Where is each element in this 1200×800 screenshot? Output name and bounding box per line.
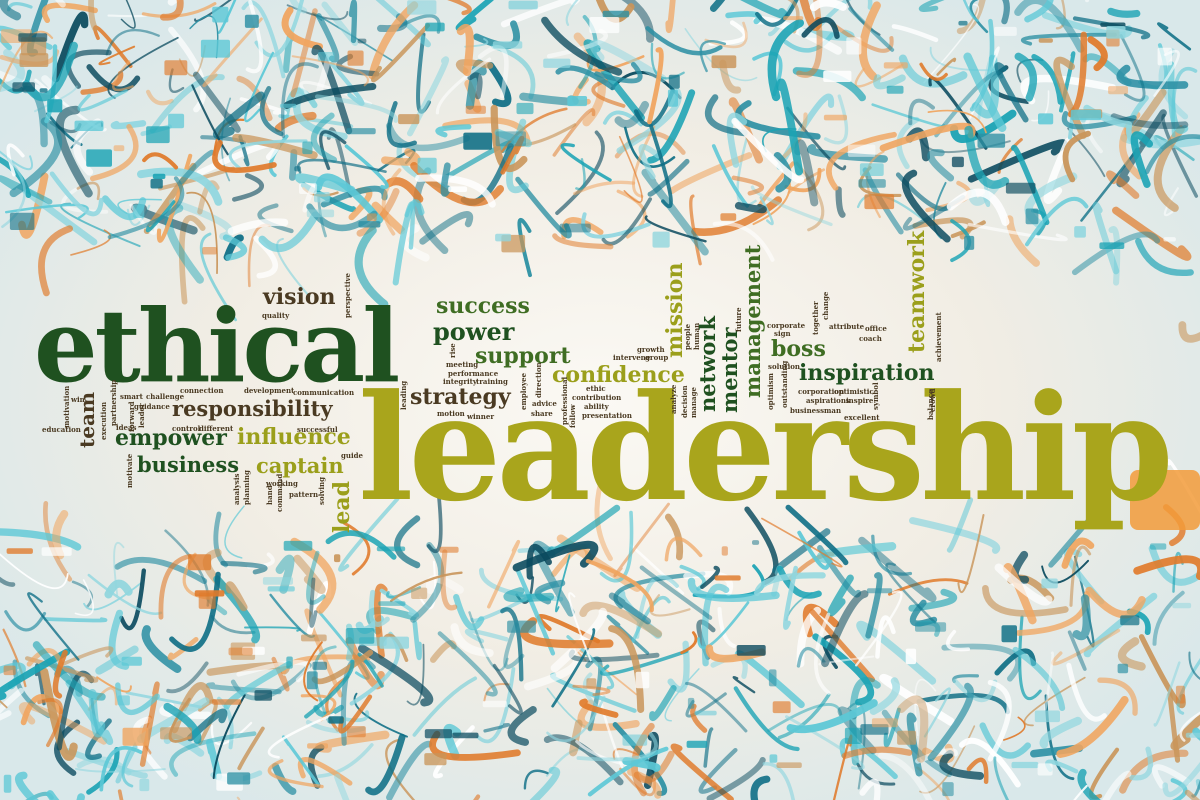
- word-guidance: guidance: [134, 402, 170, 411]
- word-forward: forward: [127, 401, 136, 432]
- word-coach: coach: [859, 334, 882, 343]
- word-together: together: [811, 301, 820, 335]
- word-win: win: [71, 395, 85, 404]
- word-rise: rise: [448, 343, 457, 358]
- word-empower: empower: [115, 425, 227, 451]
- word-achievement: achievement: [934, 312, 943, 362]
- word-presentation: presentation: [582, 411, 632, 420]
- word-business: business: [137, 452, 240, 477]
- word-optimistic: optimistic: [834, 387, 874, 396]
- word-planning: planning: [242, 470, 251, 505]
- word-future: future: [734, 307, 743, 332]
- word-inspiration: inspiration: [799, 360, 935, 386]
- word-ability: ability: [584, 402, 609, 411]
- word-corporate: corporate: [767, 321, 806, 330]
- word-leading: leading: [399, 380, 408, 410]
- word-partnership: partnership: [109, 379, 118, 426]
- word-strategy: strategy: [410, 384, 511, 410]
- word-execution: execution: [99, 401, 108, 440]
- word-boss: teamwork: [904, 230, 930, 353]
- word-perspective: perspective: [343, 272, 352, 318]
- word-hand: hand: [265, 485, 274, 505]
- word-contribution: contribution: [572, 393, 622, 402]
- word-decision: decision: [680, 385, 689, 418]
- word-intervene: intervene: [613, 353, 651, 362]
- word-success: success: [436, 293, 530, 319]
- word-ideas: ideas: [116, 423, 137, 432]
- word-integrity: integrity: [443, 377, 477, 386]
- word-different: different: [199, 424, 234, 433]
- word-connection: connection: [180, 386, 224, 395]
- word-sign: sign: [774, 329, 791, 338]
- word-advice: advice: [532, 399, 557, 408]
- word-solution: solution: [768, 362, 801, 371]
- word-people: people: [683, 323, 692, 350]
- word-crowd: crowd: [928, 388, 937, 412]
- word-corporation: corporation: [798, 387, 845, 396]
- word-outstanding: outstanding: [780, 360, 789, 408]
- word-direction: direction: [534, 362, 543, 398]
- word-smart: smart: [120, 392, 143, 401]
- word-successful: successful: [297, 425, 338, 434]
- word-lead: lead: [329, 481, 355, 533]
- word-pattern: pattern: [289, 490, 319, 499]
- word-professional: professional: [560, 376, 569, 425]
- word-motion: motion: [437, 409, 465, 418]
- word-guide: guide: [341, 451, 363, 460]
- word-development: development: [244, 386, 295, 395]
- word-performance: performance: [448, 369, 499, 378]
- word-confidence: confidence: [552, 362, 685, 388]
- word-quality: quality: [262, 311, 290, 320]
- word-human: human: [692, 322, 701, 350]
- word-inspire: inspire: [846, 396, 874, 405]
- word-symbol: symbol: [871, 382, 880, 410]
- word-management: management: [740, 244, 765, 398]
- word-teamwork: boss: [771, 336, 826, 362]
- word-follow: follow: [568, 404, 577, 428]
- word-winner: winner: [467, 412, 495, 421]
- word-leader: leader: [137, 403, 146, 428]
- word-challenge: challenge: [146, 392, 185, 401]
- word-communication: communication: [293, 388, 355, 397]
- word-growth: growth: [637, 345, 665, 354]
- word-captain: captain: [256, 453, 344, 478]
- word-control: control: [172, 424, 201, 433]
- word-vision: vision: [263, 284, 336, 310]
- word-command: command: [275, 473, 284, 512]
- headline-word-leadership: leadership: [358, 363, 1174, 534]
- word-motivation: motivation: [62, 385, 71, 428]
- word-excellent: excellent: [844, 413, 880, 422]
- word-employee: employee: [519, 372, 528, 410]
- word-influence: influence: [237, 424, 351, 450]
- word-power: power: [433, 317, 515, 346]
- word-manage: manage: [689, 387, 698, 418]
- word-analysis: analysis: [232, 473, 241, 505]
- word-motivate: motivate: [125, 453, 134, 488]
- word-working: working: [266, 479, 298, 488]
- headline-word-ethical: ethical: [34, 287, 400, 405]
- word-analyze: analyze: [669, 384, 678, 414]
- word-aspirations: aspirations: [806, 396, 850, 405]
- word-ethic: ethic: [586, 384, 606, 393]
- word-office: office: [865, 324, 887, 333]
- word-change: change: [821, 291, 830, 320]
- word-businessman: businessman: [790, 406, 842, 415]
- word-responsibility: responsibility: [172, 396, 333, 421]
- word-education: education: [42, 425, 81, 434]
- word-mentor: mentor: [717, 327, 742, 413]
- word-support: support: [475, 343, 571, 369]
- word-share: share: [531, 409, 553, 418]
- word-optimism: optimism: [766, 373, 775, 410]
- word-attribute: attribute: [829, 322, 865, 331]
- word-meeting: meeting: [446, 360, 479, 369]
- word-solving: solving: [317, 477, 326, 505]
- word-training: training: [476, 377, 508, 386]
- word-group: group: [645, 353, 669, 362]
